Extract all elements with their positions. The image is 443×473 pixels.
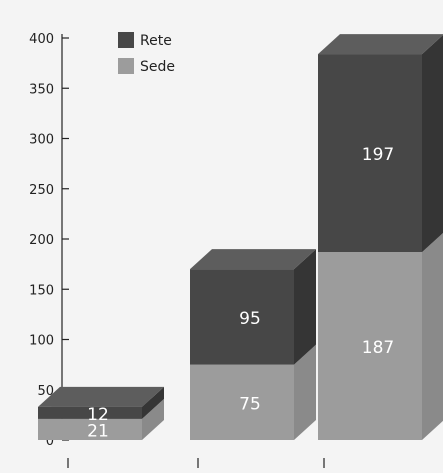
y-axis: 0 50 100 150 200 250 300 350 400 xyxy=(29,32,325,468)
bar-side-sede xyxy=(142,398,164,440)
bar-sede xyxy=(318,252,422,440)
legend-label-rete: Rete xyxy=(140,33,172,49)
bar-rete xyxy=(38,406,142,419)
legend-swatch-sede xyxy=(118,58,134,74)
y-tick-label: 150 xyxy=(29,283,54,298)
data-label-sede: 21 xyxy=(87,421,109,441)
y-tick-label: 200 xyxy=(29,233,54,248)
bar-side-sede xyxy=(294,344,316,440)
y-tick-label: 50 xyxy=(37,384,54,399)
bar-top-rete xyxy=(190,249,316,270)
y-tick-label: 400 xyxy=(29,32,54,47)
bar-side-rete xyxy=(422,34,443,253)
y-tick-label: 350 xyxy=(29,82,54,97)
bar-side-sede xyxy=(422,232,443,440)
bar-top-rete xyxy=(318,34,443,55)
data-label-rete: 95 xyxy=(239,309,261,329)
bar-top-rete xyxy=(38,386,164,407)
y-tick-label: 100 xyxy=(29,334,54,349)
bar-rete xyxy=(190,269,294,365)
data-label-rete: 12 xyxy=(87,405,109,425)
bar-side-rete xyxy=(294,249,316,365)
legend: Rete Sede xyxy=(118,32,175,75)
bar-sede xyxy=(38,418,142,440)
data-label-sede: 75 xyxy=(239,394,261,414)
legend-swatch-rete xyxy=(118,32,134,48)
data-label-rete: 197 xyxy=(362,145,394,165)
bar-rete xyxy=(318,54,422,253)
data-label-sede: 187 xyxy=(362,338,394,358)
y-tick-label: 250 xyxy=(29,183,54,198)
bar-sede xyxy=(190,364,294,440)
bar-side-rete xyxy=(142,386,164,419)
y-tick-label: 0 xyxy=(46,434,54,449)
legend-label-sede: Sede xyxy=(140,59,175,75)
y-tick-label: 300 xyxy=(29,133,54,148)
